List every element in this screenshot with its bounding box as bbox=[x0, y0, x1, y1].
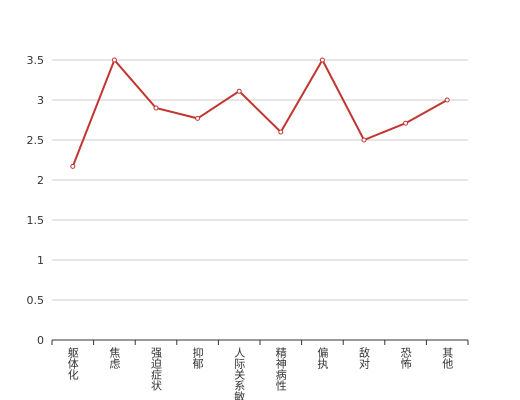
x-tick-label: 躯体化 bbox=[66, 347, 79, 381]
x-tick-label: 恐怖 bbox=[399, 347, 412, 369]
y-tick-label: 2 bbox=[37, 174, 44, 187]
point bbox=[278, 129, 284, 135]
x-tick-label: 强迫症状 bbox=[150, 347, 163, 391]
y-tick-label: 0 bbox=[37, 334, 44, 347]
point bbox=[70, 163, 76, 169]
x-tick-label: 其他 bbox=[441, 347, 454, 369]
x-tick-label: 焦虑 bbox=[108, 347, 121, 369]
y-tick-label: 0.5 bbox=[27, 294, 45, 307]
y-tick-label: 1 bbox=[37, 254, 44, 267]
x-tick-label: 敌对 bbox=[358, 346, 371, 369]
point bbox=[319, 57, 325, 63]
x-tick-label: 精神病性 bbox=[274, 347, 287, 392]
x-tick-label: 抑郁 bbox=[191, 346, 204, 369]
point bbox=[195, 115, 201, 121]
y-tick-label: 3 bbox=[37, 94, 44, 107]
y-tick-label: 2.5 bbox=[27, 134, 45, 147]
y-tick-label: 3.5 bbox=[27, 54, 45, 67]
point bbox=[403, 120, 409, 126]
y-tick-label: 1.5 bbox=[27, 214, 45, 227]
line bbox=[71, 57, 448, 167]
point bbox=[236, 88, 242, 94]
x-tick-label: 偏执 bbox=[316, 346, 329, 370]
x-tick-label: 人际关系敏感 bbox=[233, 347, 246, 400]
point bbox=[444, 97, 450, 103]
point bbox=[111, 57, 117, 63]
point bbox=[153, 105, 159, 111]
point bbox=[361, 137, 367, 143]
